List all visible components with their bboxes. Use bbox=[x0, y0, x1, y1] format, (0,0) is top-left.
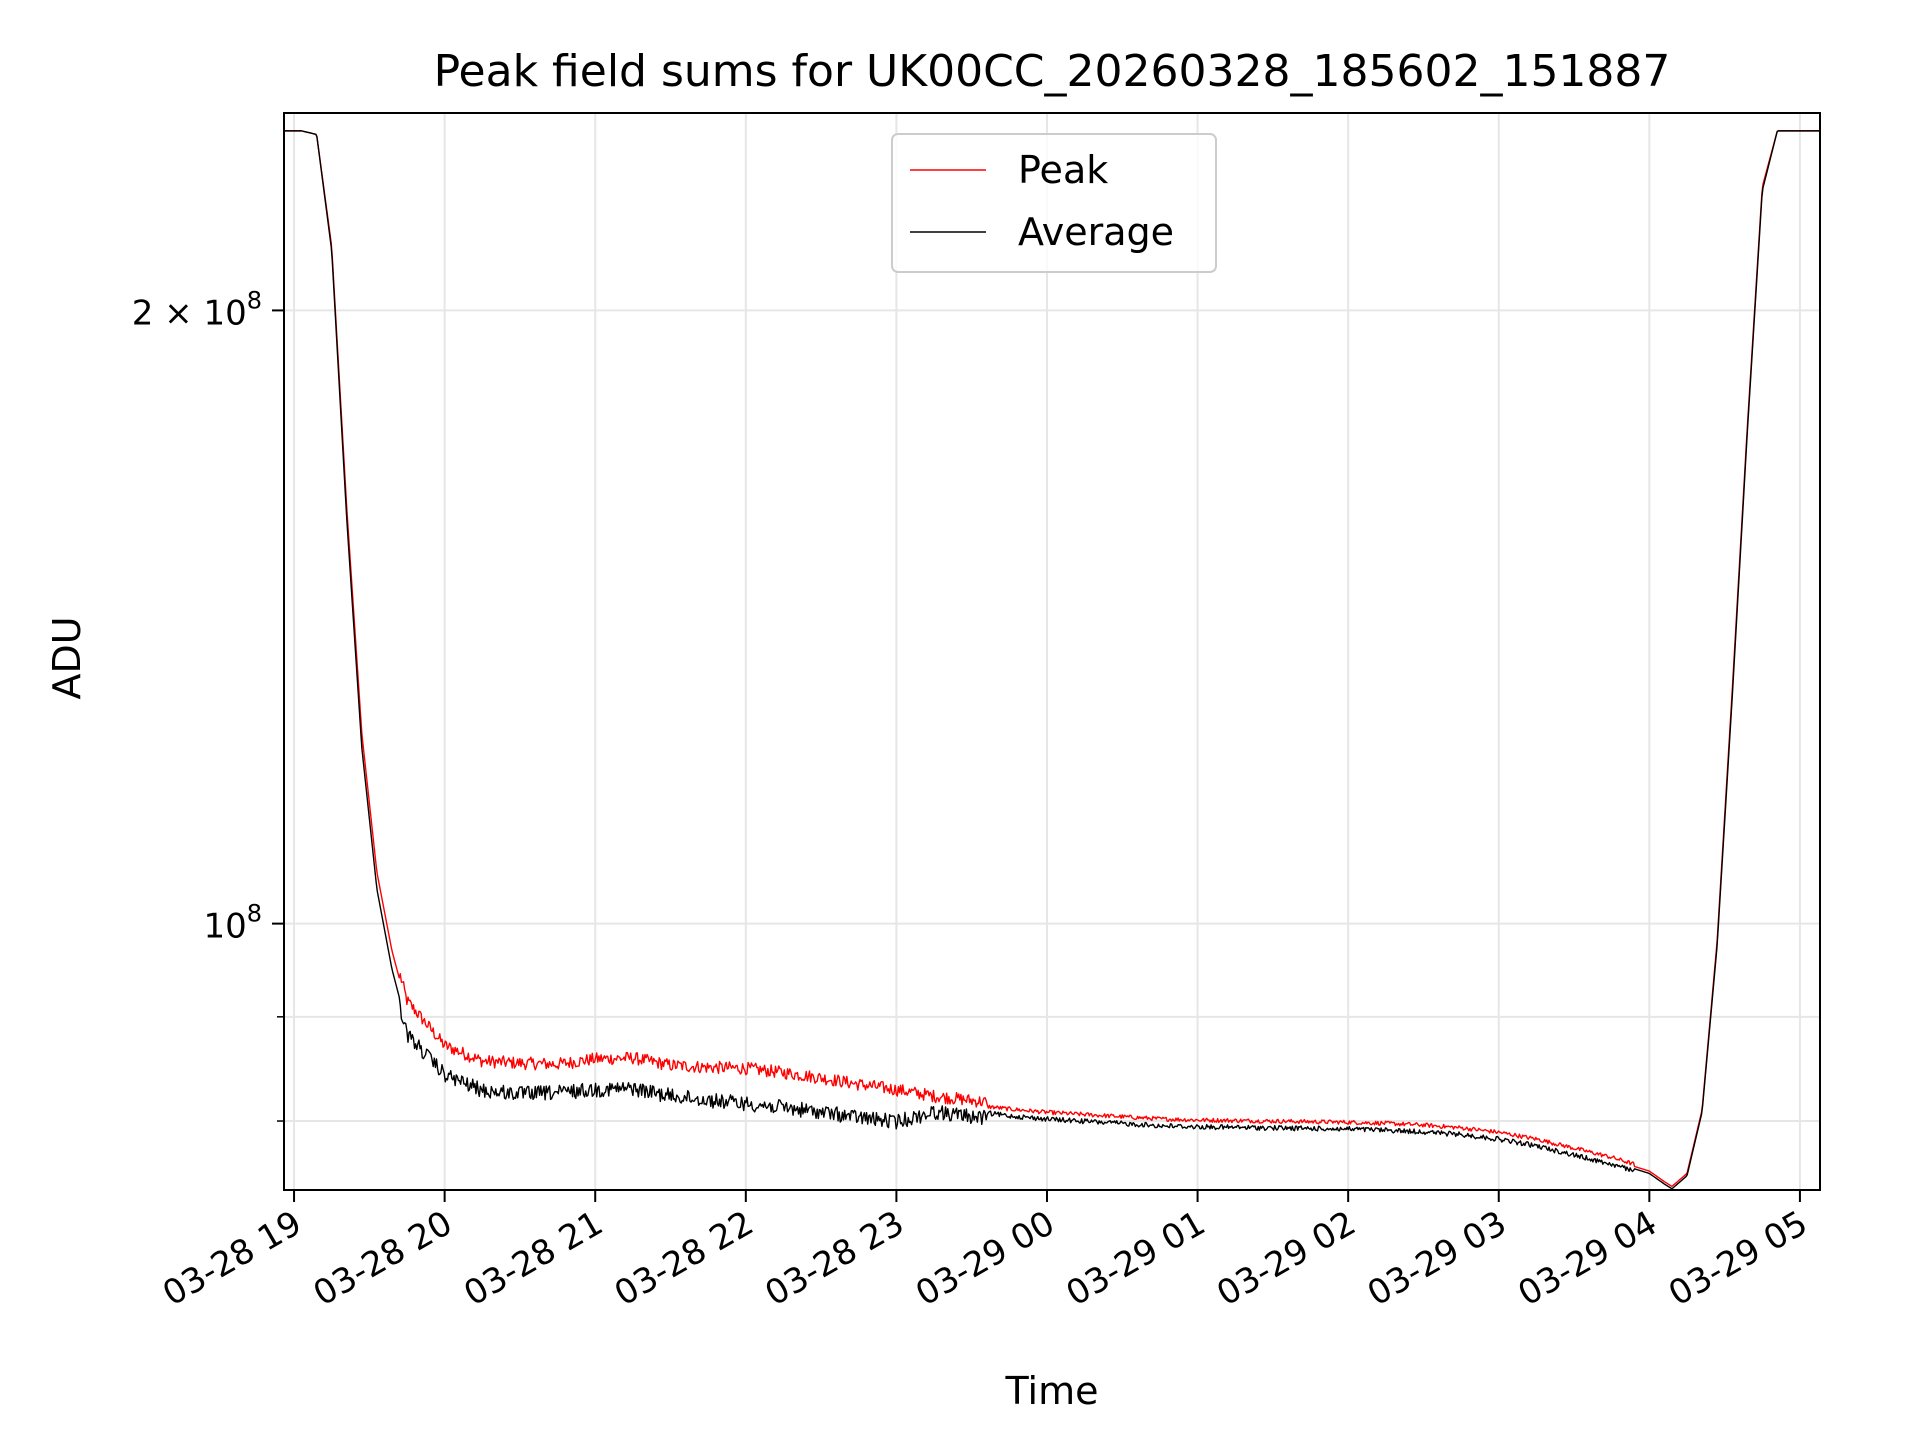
series-lines bbox=[284, 130, 1820, 1190]
y-axis-label: ADU bbox=[45, 616, 89, 699]
plot-frame bbox=[283, 112, 1821, 1191]
legend-label-average: Average bbox=[1018, 210, 1174, 254]
series-line-peak bbox=[284, 130, 1820, 1188]
series-line-average bbox=[284, 130, 1820, 1190]
chart-title: Peak field sums for UK00CC_20260328_1856… bbox=[434, 46, 1671, 97]
y-tick-label: 2 × 108 bbox=[132, 286, 262, 333]
x-axis-label: Time bbox=[1005, 1369, 1099, 1413]
legend: Peak Average bbox=[891, 133, 1217, 273]
grid-lines bbox=[284, 113, 1820, 1190]
legend-label-peak: Peak bbox=[1018, 148, 1108, 192]
legend-box bbox=[891, 133, 1217, 273]
y-tick-label: 108 bbox=[203, 900, 262, 947]
